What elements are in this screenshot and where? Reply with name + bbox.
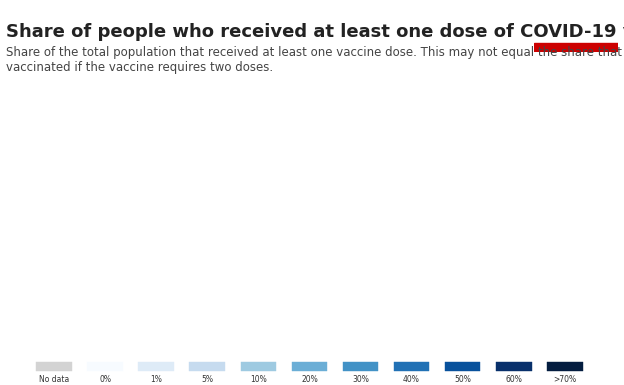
Text: 20%: 20% <box>301 375 318 384</box>
Text: 60%: 60% <box>505 375 522 384</box>
Text: Our World
in Data: Our World in Data <box>548 11 603 33</box>
Text: 10%: 10% <box>250 375 267 384</box>
Text: 30%: 30% <box>352 375 369 384</box>
Bar <box>496 362 532 371</box>
Text: 5%: 5% <box>202 375 213 384</box>
Text: Share of people who received at least one dose of COVID-19 vaccine: Share of people who received at least on… <box>6 23 624 41</box>
Bar <box>547 362 583 371</box>
Bar <box>240 362 276 371</box>
Bar <box>291 362 328 371</box>
Text: 0%: 0% <box>99 375 111 384</box>
Text: >70%: >70% <box>553 375 577 384</box>
Bar <box>87 362 123 371</box>
Bar <box>394 362 429 371</box>
Bar <box>190 362 225 371</box>
Text: Share of the total population that received at least one vaccine dose. This may : Share of the total population that recei… <box>6 46 624 74</box>
Bar <box>534 44 618 52</box>
Text: 1%: 1% <box>150 375 162 384</box>
Text: 40%: 40% <box>403 375 420 384</box>
Bar <box>343 362 378 371</box>
Text: No data: No data <box>39 375 69 384</box>
Bar <box>445 362 480 371</box>
Bar <box>36 362 72 371</box>
Text: 50%: 50% <box>454 375 471 384</box>
Bar <box>139 362 174 371</box>
